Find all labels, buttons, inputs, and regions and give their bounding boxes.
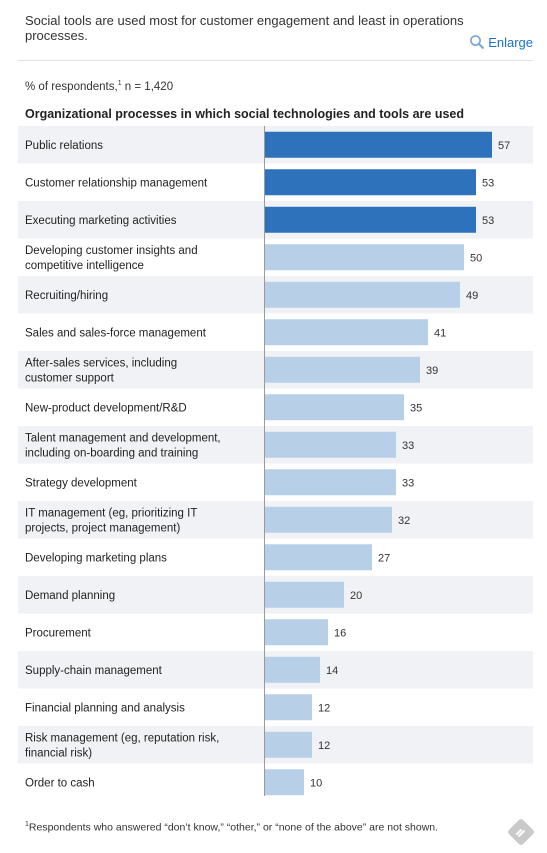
bar [264, 206, 476, 233]
value-label: 14 [326, 665, 338, 677]
category-label: Financial planning and analysis [25, 702, 185, 714]
value-label: 10 [310, 777, 322, 789]
bar [264, 694, 312, 721]
value-label: 35 [410, 402, 422, 414]
category-label: Public relations [25, 140, 103, 152]
value-label: 27 [378, 552, 390, 564]
share-icon[interactable] [508, 819, 534, 845]
bar [264, 731, 312, 758]
category-label: Sales and sales-force management [25, 327, 207, 339]
bar-chart: Public relations 57 Customer relationship … [18, 126, 533, 796]
category-label: IT management (eg, prioritizing IT [25, 507, 197, 519]
bar [264, 656, 320, 683]
value-label: 50 [470, 252, 482, 264]
bar [264, 769, 304, 796]
bar [264, 394, 404, 421]
respondents-footnote-mark: 1 [117, 80, 122, 87]
footnote: 1Respondents who answered “don’t know,” … [25, 821, 495, 834]
category-label: Demand planning [25, 590, 115, 602]
footnote-text: Respondents who answered “don’t know,” “… [28, 821, 439, 834]
category-label: Talent management and development, [25, 432, 221, 444]
category-label: Procurement [25, 627, 92, 639]
value-label: 53 [482, 177, 494, 189]
value-label: 12 [318, 702, 330, 714]
bar [264, 581, 344, 608]
chart-title: Organizational processes in which social… [25, 107, 465, 121]
chart-caption: Social tools are used most for customer … [25, 13, 464, 43]
value-label: 33 [402, 440, 414, 452]
category-label: Supply-chain management [25, 665, 163, 677]
value-label: 32 [398, 515, 410, 527]
bar [264, 619, 328, 646]
value-label: 49 [466, 290, 478, 302]
category-label: Developing customer insights and [25, 245, 198, 257]
bar [264, 244, 464, 271]
header-divider [18, 60, 533, 61]
bar [264, 469, 396, 496]
category-label: customer support [25, 372, 115, 384]
bar [264, 431, 396, 458]
bar-chart-svg: Public relations 57 Customer relationship … [18, 126, 533, 796]
bar [264, 319, 428, 346]
category-label: Strategy development [25, 477, 138, 489]
value-label: 39 [426, 365, 438, 377]
bar [264, 131, 492, 158]
value-label: 41 [434, 327, 446, 339]
category-label: competitive intelligence [25, 260, 144, 272]
category-label: financial risk) [25, 747, 92, 759]
bar [264, 281, 460, 308]
category-label: Executing marketing activities [25, 215, 177, 227]
search-icon [470, 35, 485, 50]
category-label: Customer relationship management [25, 177, 208, 189]
category-label: Order to cash [25, 777, 95, 789]
bar [264, 506, 392, 533]
value-label: 16 [334, 627, 346, 639]
category-label: Developing marketing plans [25, 552, 167, 564]
value-label: 57 [498, 140, 510, 152]
respondents-count: n = 1,420 [121, 80, 174, 93]
bar [264, 356, 420, 383]
category-label: Risk management (eg, reputation risk, [25, 732, 219, 744]
value-label: 33 [402, 477, 414, 489]
value-label: 20 [350, 590, 362, 602]
footnote-mark: 1 [25, 821, 29, 828]
bar [264, 169, 476, 196]
value-label: 12 [318, 740, 330, 752]
enlarge-button[interactable]: Enlarge [469, 34, 533, 50]
bar [264, 544, 372, 571]
value-label: 53 [482, 215, 494, 227]
respondents-note: % of respondents,1 n = 1,420 [25, 80, 173, 93]
respondents-label: % of respondents, [25, 80, 118, 93]
category-label: New-product development/R&D [25, 402, 187, 414]
category-label: After-sales services, including [25, 357, 177, 369]
category-label: Recruiting/hiring [25, 290, 108, 302]
category-label: including on-boarding and training [25, 447, 198, 459]
enlarge-label: Enlarge [488, 34, 533, 50]
category-label: projects, project management) [25, 522, 180, 534]
